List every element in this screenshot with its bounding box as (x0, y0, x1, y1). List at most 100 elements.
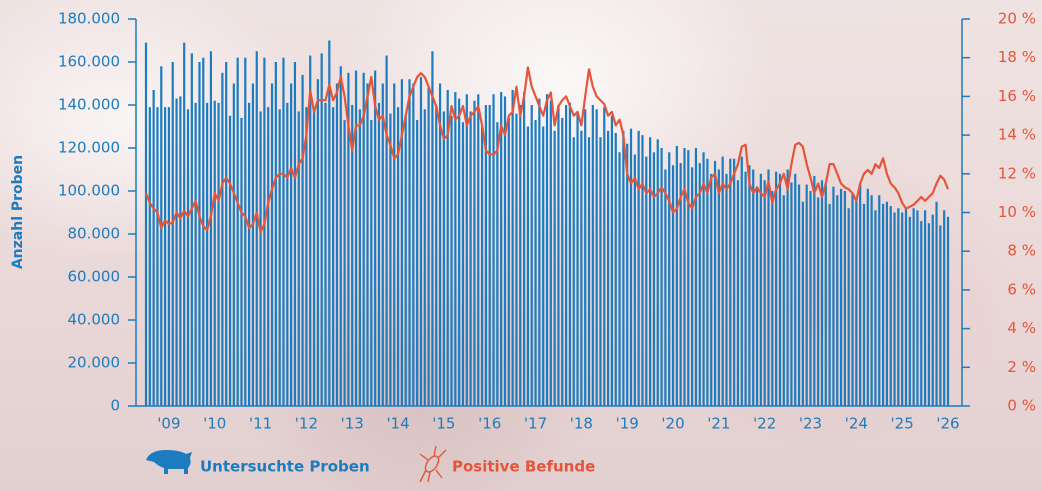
y2-tick-label: 18 % (998, 48, 1036, 66)
bar (569, 103, 571, 406)
bar (867, 189, 869, 406)
bar (748, 165, 750, 406)
bar (874, 210, 876, 406)
bar (179, 96, 181, 406)
bar (202, 58, 204, 406)
bar (706, 159, 708, 406)
bar (160, 66, 162, 406)
bar (252, 84, 254, 407)
bar (279, 109, 281, 406)
bar (450, 116, 452, 406)
bar (290, 84, 292, 407)
bar (756, 189, 758, 406)
y-tick-label: 180.000 (58, 10, 120, 28)
bar (603, 107, 605, 406)
bar (389, 114, 391, 406)
bar (821, 180, 823, 406)
bar (412, 84, 414, 407)
bar (890, 206, 892, 406)
bar (618, 152, 620, 406)
x-tick-label: '22 (753, 415, 776, 433)
bar (492, 94, 494, 406)
bar (924, 210, 926, 406)
bar (313, 109, 315, 406)
bar (634, 154, 636, 406)
bar (305, 107, 307, 406)
y-tick-label: 0 (110, 397, 120, 415)
bar (359, 109, 361, 406)
bar (554, 131, 556, 406)
bar (878, 195, 880, 406)
bar (523, 92, 525, 406)
bar (840, 189, 842, 406)
bar (657, 139, 659, 406)
bar (928, 223, 930, 406)
y-tick-label: 160.000 (58, 53, 120, 71)
bar (787, 170, 789, 407)
y2-tick-label: 20 % (998, 10, 1036, 28)
bar (932, 215, 934, 406)
y-tick-label: 40.000 (68, 311, 121, 329)
bar (737, 180, 739, 406)
bar (156, 107, 158, 406)
bar (519, 105, 521, 406)
bar (809, 191, 811, 406)
bar (695, 148, 697, 406)
y2-tick-label: 14 % (998, 126, 1036, 144)
bar (855, 197, 857, 406)
bar (435, 105, 437, 406)
bar (836, 195, 838, 406)
bar (599, 137, 601, 406)
y-axis-label: Anzahl Proben (10, 155, 26, 269)
bar (832, 187, 834, 406)
x-tick-label: '16 (478, 415, 501, 433)
bar (512, 90, 514, 406)
bar (817, 197, 819, 406)
bar (374, 71, 376, 406)
bar (294, 62, 296, 406)
bar (153, 90, 155, 406)
y-tick-label: 20.000 (68, 354, 121, 372)
bar (233, 84, 235, 407)
bar (626, 144, 628, 406)
bar (259, 111, 261, 406)
bar (649, 137, 651, 406)
x-tick-label: '15 (432, 415, 455, 433)
x-tick-label: '18 (570, 415, 593, 433)
bar (187, 109, 189, 406)
bar (802, 202, 804, 406)
bar (863, 204, 865, 406)
bar (500, 92, 502, 406)
bar (466, 94, 468, 406)
bar (783, 195, 785, 406)
bar (382, 84, 384, 407)
bar (592, 105, 594, 406)
y2-tick-label: 16 % (998, 87, 1036, 105)
bar (477, 94, 479, 406)
bar (431, 51, 433, 406)
bar (217, 103, 219, 406)
bar (939, 225, 941, 406)
bar (729, 159, 731, 406)
bar (263, 58, 265, 406)
x-tick-label: '23 (799, 415, 822, 433)
bar (638, 131, 640, 406)
x-tick-label: '11 (249, 415, 272, 433)
bar (248, 103, 250, 406)
bar (237, 58, 239, 406)
bar (920, 221, 922, 406)
bar (183, 43, 185, 406)
x-tick-label: '17 (524, 415, 547, 433)
y2-tick-label: 6 % (1007, 280, 1036, 298)
bar (550, 101, 552, 406)
bar (794, 174, 796, 406)
bar (767, 170, 769, 407)
bar (916, 210, 918, 406)
x-tick-label: '20 (661, 415, 684, 433)
x-tick-label: '24 (845, 415, 868, 433)
bar (722, 157, 724, 406)
bar (275, 62, 277, 406)
x-tick-label: '10 (203, 415, 226, 433)
y2-tick-label: 12 % (998, 164, 1036, 182)
bar (733, 159, 735, 406)
